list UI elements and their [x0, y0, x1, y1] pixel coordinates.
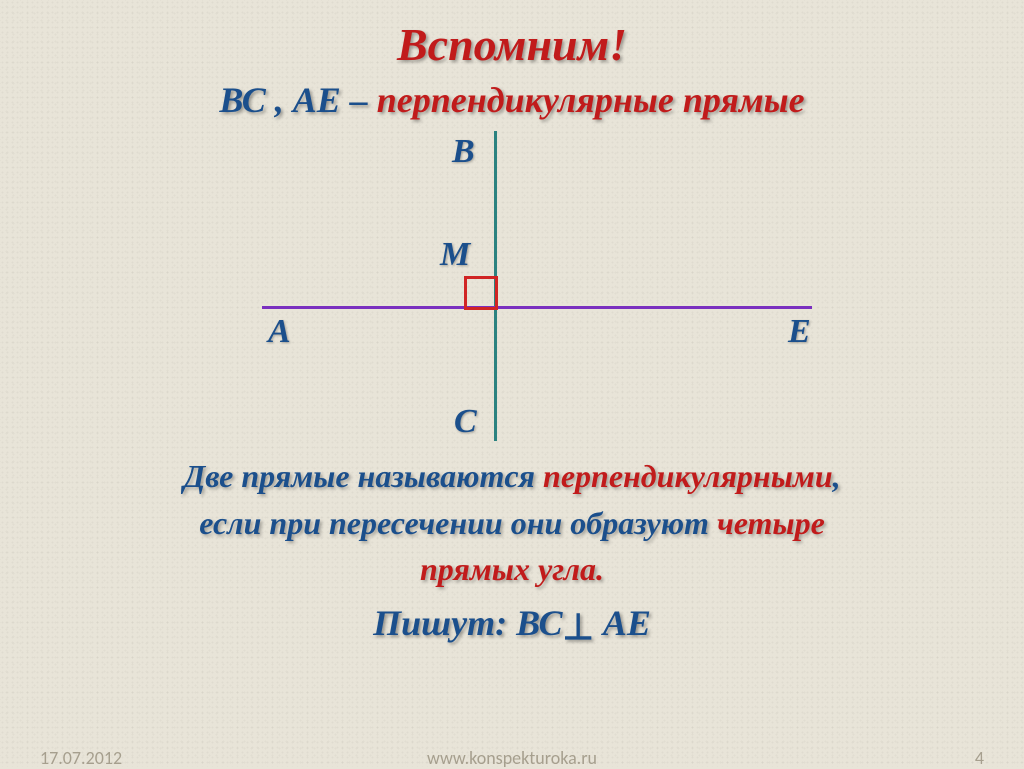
- notation-rhs: АЕ: [594, 603, 651, 643]
- subtitle-sep: –: [341, 80, 377, 120]
- notation-lhs: ВС: [516, 603, 562, 643]
- footer-url: www.konspekturoka.ru: [0, 747, 1024, 769]
- def-term-right-angles: прямых угла.: [420, 551, 604, 587]
- point-e: Е: [788, 313, 811, 351]
- def-term-four: четыре: [717, 505, 825, 541]
- notation-label: Пишут:: [373, 603, 516, 643]
- right-angle-marker: [464, 276, 498, 310]
- def-text-1c: ,: [833, 458, 841, 494]
- definition-line-2: если при пересечении они образуют четыре: [0, 502, 1024, 545]
- perpendicular-symbol: ⊥: [562, 606, 593, 648]
- def-term-perpendicular: перпендикулярными: [543, 458, 833, 494]
- subtitle-lines: ВС , АЕ: [219, 80, 340, 120]
- def-text-1a: Две прямые называются: [183, 458, 543, 494]
- point-c: С: [454, 403, 477, 441]
- definition-line-1: Две прямые называются перпендикулярными,: [0, 455, 1024, 498]
- definition-line-3: прямых угла.: [0, 551, 1024, 588]
- point-b: В: [452, 133, 475, 171]
- footer-page-number: 4: [975, 747, 984, 769]
- notation-line: Пишут: ВС⊥ АЕ: [0, 602, 1024, 644]
- slide-title: Вспомним!: [0, 18, 1024, 71]
- point-m: М: [440, 236, 470, 274]
- subtitle-term: перпендикулярные прямые: [377, 80, 805, 120]
- def-text-2a: если при пересечении они образуют: [199, 505, 717, 541]
- slide-subtitle: ВС , АЕ – перпендикулярные прямые: [0, 79, 1024, 121]
- point-a: А: [268, 313, 291, 351]
- line-ae: [262, 306, 812, 309]
- perpendicular-diagram: В М А Е С: [172, 131, 852, 451]
- slide: Вспомним! ВС , АЕ – перпендикулярные пря…: [0, 0, 1024, 767]
